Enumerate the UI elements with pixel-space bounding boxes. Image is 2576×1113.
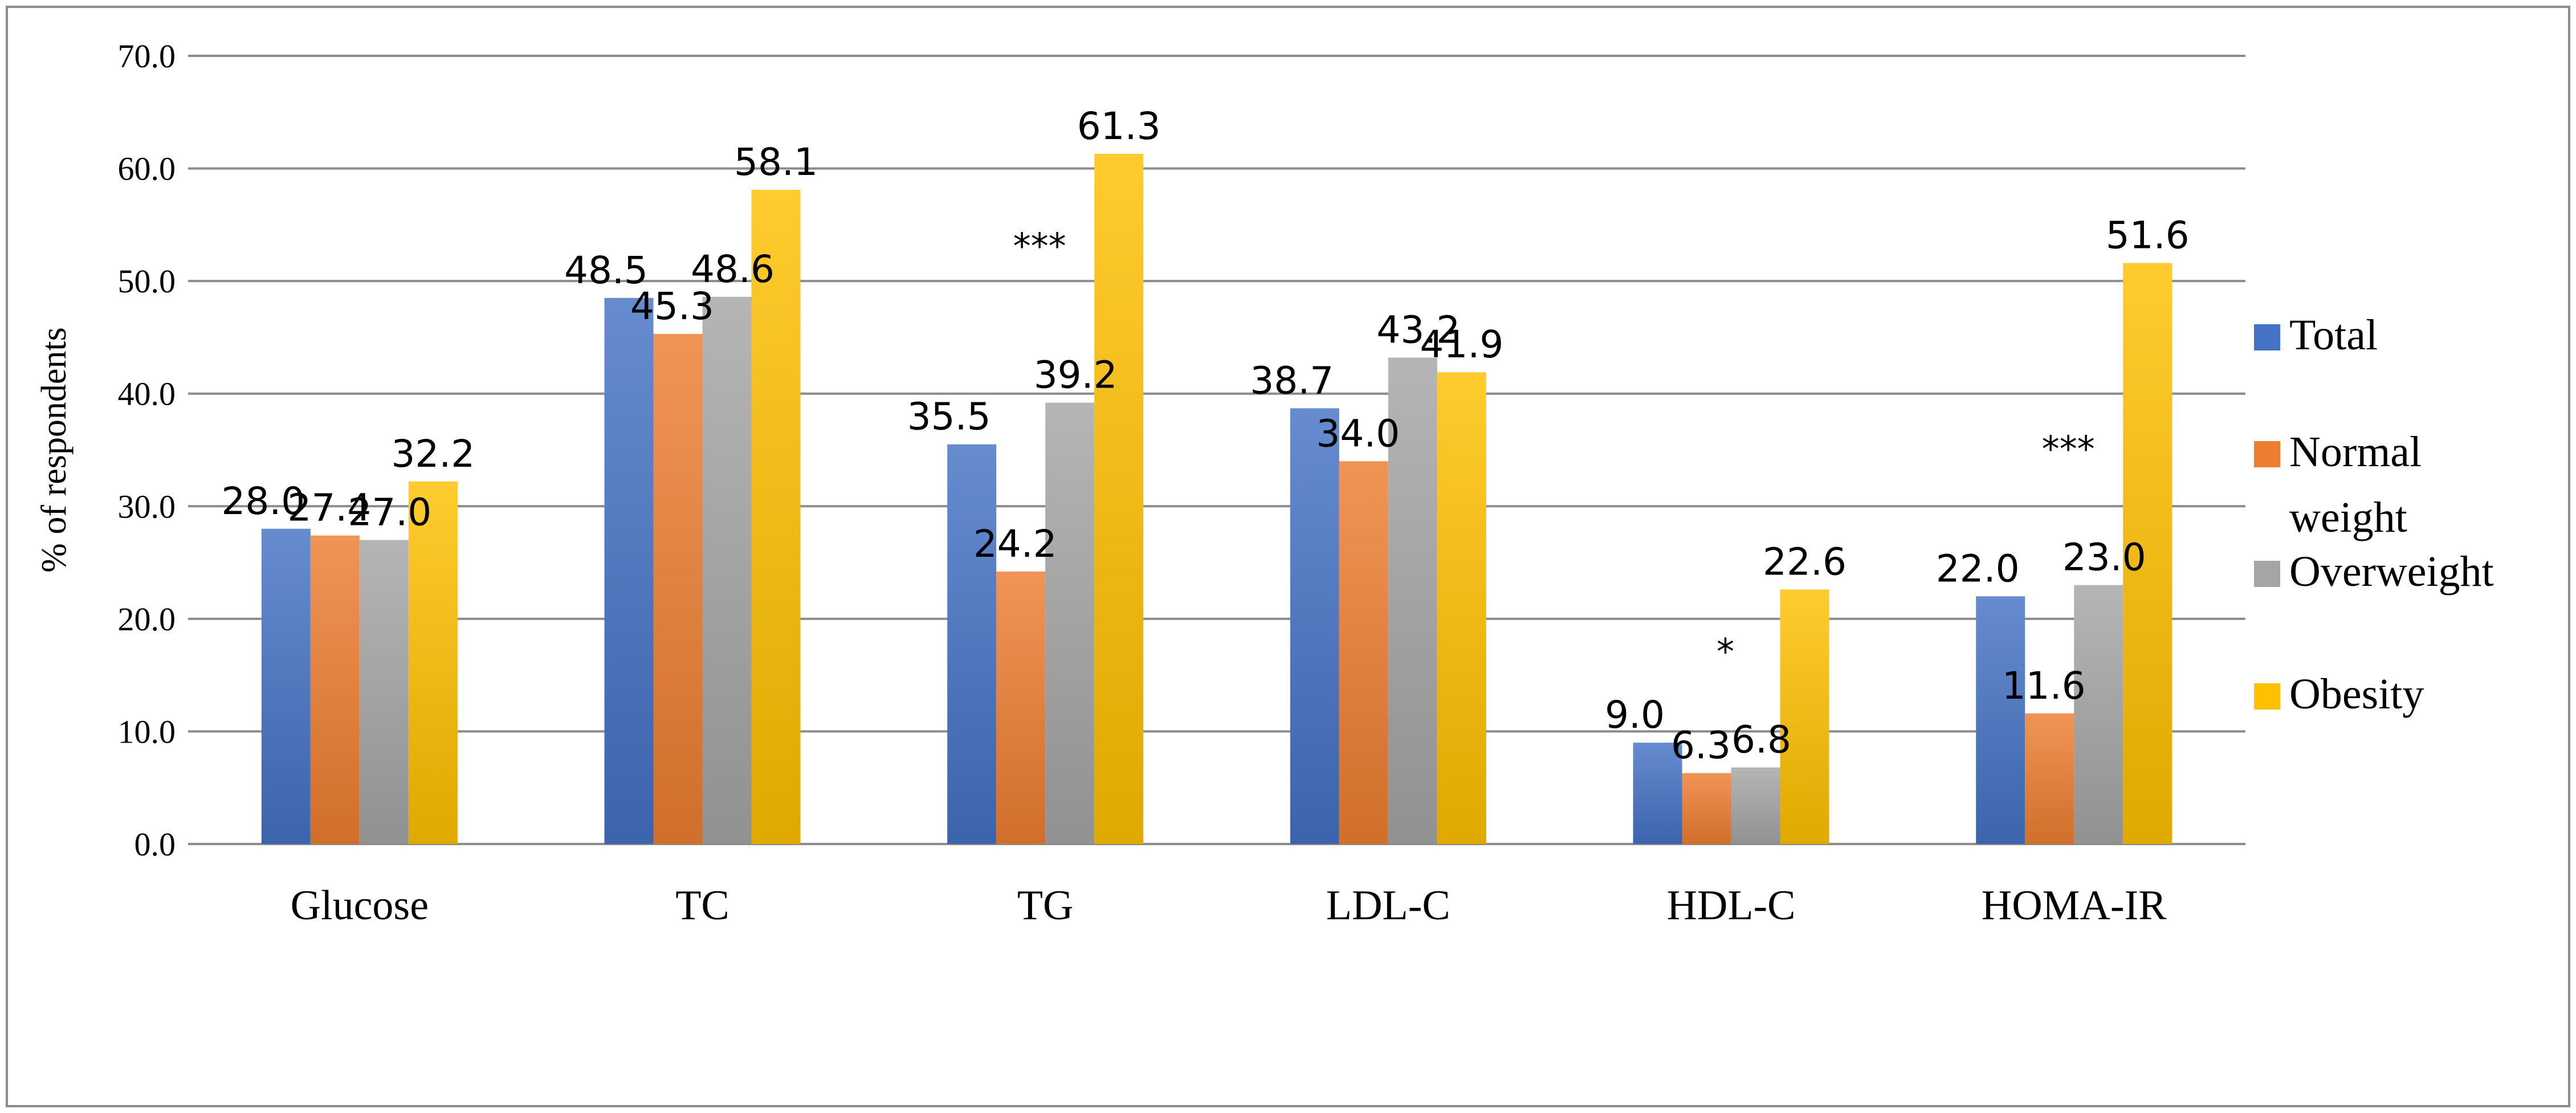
bar-tc-total: [604, 297, 654, 844]
data-label-glucose-overweight: 27.0: [348, 491, 431, 535]
x-tick-label: Glucose: [291, 882, 429, 929]
y-axis-label: % of respondents: [35, 327, 74, 572]
y-tick-label: 50.0: [118, 263, 176, 300]
y-tick-label: 70.0: [118, 38, 176, 75]
data-label-hdl-c-obesity: 22.6: [1763, 540, 1847, 584]
data-label-hdl-c-overweight: 6.8: [1731, 718, 1791, 762]
x-tick-label: HDL-C: [1666, 882, 1795, 929]
bar-ldl-c-obesity: [1437, 372, 1486, 844]
data-label-homa-ir-normal-weight: 11.6: [2002, 664, 2086, 708]
data-label-tg-obesity: 61.3: [1077, 104, 1161, 148]
data-label-tc-overweight: 48.6: [691, 247, 775, 291]
bar-glucose-total: [261, 528, 311, 844]
bar-glucose-obesity: [408, 481, 458, 844]
legend-label-normal-weight: weight: [2289, 494, 2407, 541]
legend: Total Normal weight Overweight Obesity: [2254, 311, 2494, 718]
legend-swatch-normal-weight: [2254, 441, 2280, 467]
data-label-hdl-c-total: 9.0: [1605, 693, 1665, 737]
data-label-tg-normal-weight: 24.2: [973, 522, 1057, 566]
legend-label-normal-weight: Normal: [2289, 428, 2422, 476]
x-tick-label: TC: [675, 882, 729, 929]
bar-homa-ir-obesity: [2123, 263, 2173, 844]
bar-tc-obesity: [751, 190, 801, 844]
y-tick-label: 40.0: [118, 376, 176, 413]
bar-hdl-c-overweight: [1731, 767, 1780, 844]
bar-tg-total: [947, 444, 997, 844]
significance-marker-hdl-c: *: [1717, 631, 1734, 672]
bar-hdl-c-normal-weight: [1682, 773, 1731, 844]
data-label-ldl-c-overweight: 43.2: [1376, 308, 1460, 352]
data-label-hdl-c-normal-weight: 6.3: [1671, 724, 1731, 768]
legend-label-overweight: Overweight: [2289, 548, 2494, 596]
data-label-glucose-total: 28.0: [221, 479, 305, 523]
x-tick-label: LDL-C: [1326, 882, 1450, 929]
legend-label-total: Total: [2289, 311, 2378, 359]
y-tick-label: 0.0: [134, 826, 176, 863]
bar-glucose-normal-weight: [310, 535, 360, 844]
bar-ldl-c-normal-weight: [1339, 461, 1388, 844]
bar-tc-overweight: [702, 296, 752, 844]
data-label-glucose-normal-weight: 27.4: [287, 486, 371, 530]
bar-tc-normal-weight: [653, 334, 703, 844]
data-label-tg-overweight: 39.2: [1034, 353, 1118, 397]
data-label-tc-total: 48.5: [564, 248, 648, 292]
y-tick-label: 60.0: [118, 150, 176, 187]
y-tick-label: 30.0: [118, 488, 176, 525]
bar-tg-overweight: [1045, 402, 1095, 844]
data-label-tg-total: 35.5: [907, 395, 991, 439]
data-label-ldl-c-total: 38.7: [1250, 358, 1334, 402]
x-tick-label: TG: [1017, 882, 1074, 929]
gridlines: [188, 55, 2245, 845]
bar-hdl-c-total: [1633, 743, 1682, 844]
data-label-homa-ir-obesity: 51.6: [2106, 214, 2190, 258]
bar-ldl-c-overweight: [1388, 357, 1437, 844]
data-label-homa-ir-total: 22.0: [1936, 547, 2020, 590]
bars: [261, 153, 2173, 844]
bar-homa-ir-overweight: [2074, 585, 2123, 844]
x-axis-ticks: Glucose TC TG LDL-C HDL-C HOMA-IR: [291, 882, 2167, 929]
bar-tg-normal-weight: [996, 571, 1046, 844]
data-label-glucose-obesity: 32.2: [391, 432, 475, 476]
bar-tg-obesity: [1094, 153, 1144, 844]
legend-swatch-obesity: [2254, 683, 2280, 710]
y-axis-ticks: 0.0 10.0 20.0 30.0 40.0 50.0 60.0 70.0: [118, 38, 176, 863]
y-tick-label: 20.0: [118, 601, 176, 638]
significance-marker-tg: ***: [1013, 226, 1066, 267]
y-tick-label: 10.0: [118, 713, 176, 750]
significance-marker-homa-ir: ***: [2042, 428, 2095, 470]
x-tick-label: HOMA-IR: [1982, 882, 2167, 929]
data-label-homa-ir-overweight: 23.0: [2063, 536, 2146, 580]
bar-hdl-c-obesity: [1780, 589, 1829, 844]
legend-swatch-total: [2254, 324, 2280, 350]
bar-homa-ir-total: [1976, 596, 2025, 844]
data-labels: 28.027.427.0 32.2 48.545.348.6 58.1 35.5 24.2…: [221, 104, 2189, 768]
data-label-ldl-c-normal-weight: 34.0: [1316, 411, 1400, 455]
bar-homa-ir-normal-weight: [2025, 713, 2074, 844]
legend-swatch-overweight: [2254, 561, 2280, 587]
legend-label-obesity: Obesity: [2289, 670, 2424, 718]
data-label-tc-obesity: 58.1: [734, 140, 818, 184]
data-label-ldl-c-obesity: 41.9: [1420, 323, 1503, 366]
data-label-tc-normal-weight: 45.3: [630, 284, 714, 328]
bar-glucose-overweight: [359, 540, 409, 844]
bar-ldl-c-total: [1290, 408, 1339, 844]
